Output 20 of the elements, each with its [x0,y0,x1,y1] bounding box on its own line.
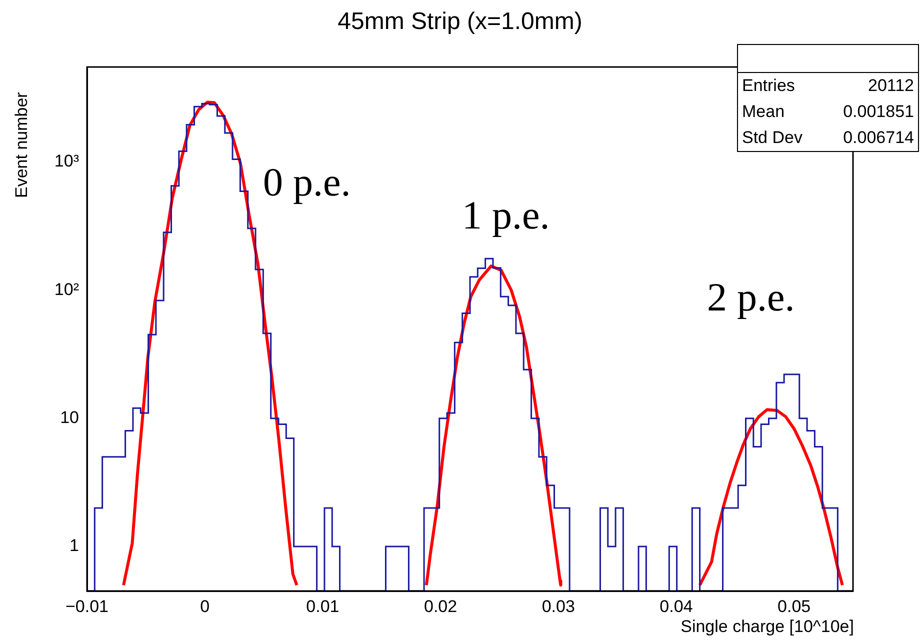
x-axis-title: Single charge [10^10e] [680,617,854,637]
x-tick-label: 0.03 [542,596,575,616]
y-tick-label: 10³ [54,152,80,171]
text: Std Dev 0.006714 [742,128,914,147]
y-axis-title: Event number [12,92,32,198]
x-tick-label: 0.05 [778,596,811,616]
y-tick-label: 10 [60,408,79,428]
y-tick-label: 10² [54,280,80,299]
annotation: 1 p.e. [462,192,550,238]
x-tick-label: 0 [200,596,210,616]
text: Entries 20112 [742,76,914,95]
text: Mean 0.001851 [742,102,914,121]
chart-title: 45mm Strip (x=1.0mm) [336,8,584,36]
x-tick-label: 0.01 [306,596,340,616]
annotation: 2 p.e. [707,274,795,320]
x-tick-label: −0.01 [65,596,109,616]
annotation: 0 p.e. [263,160,351,204]
y-tick-label: 1 [70,536,79,556]
x-tick-label: 0.04 [660,596,693,616]
x-tick-label: 0.02 [424,596,458,616]
